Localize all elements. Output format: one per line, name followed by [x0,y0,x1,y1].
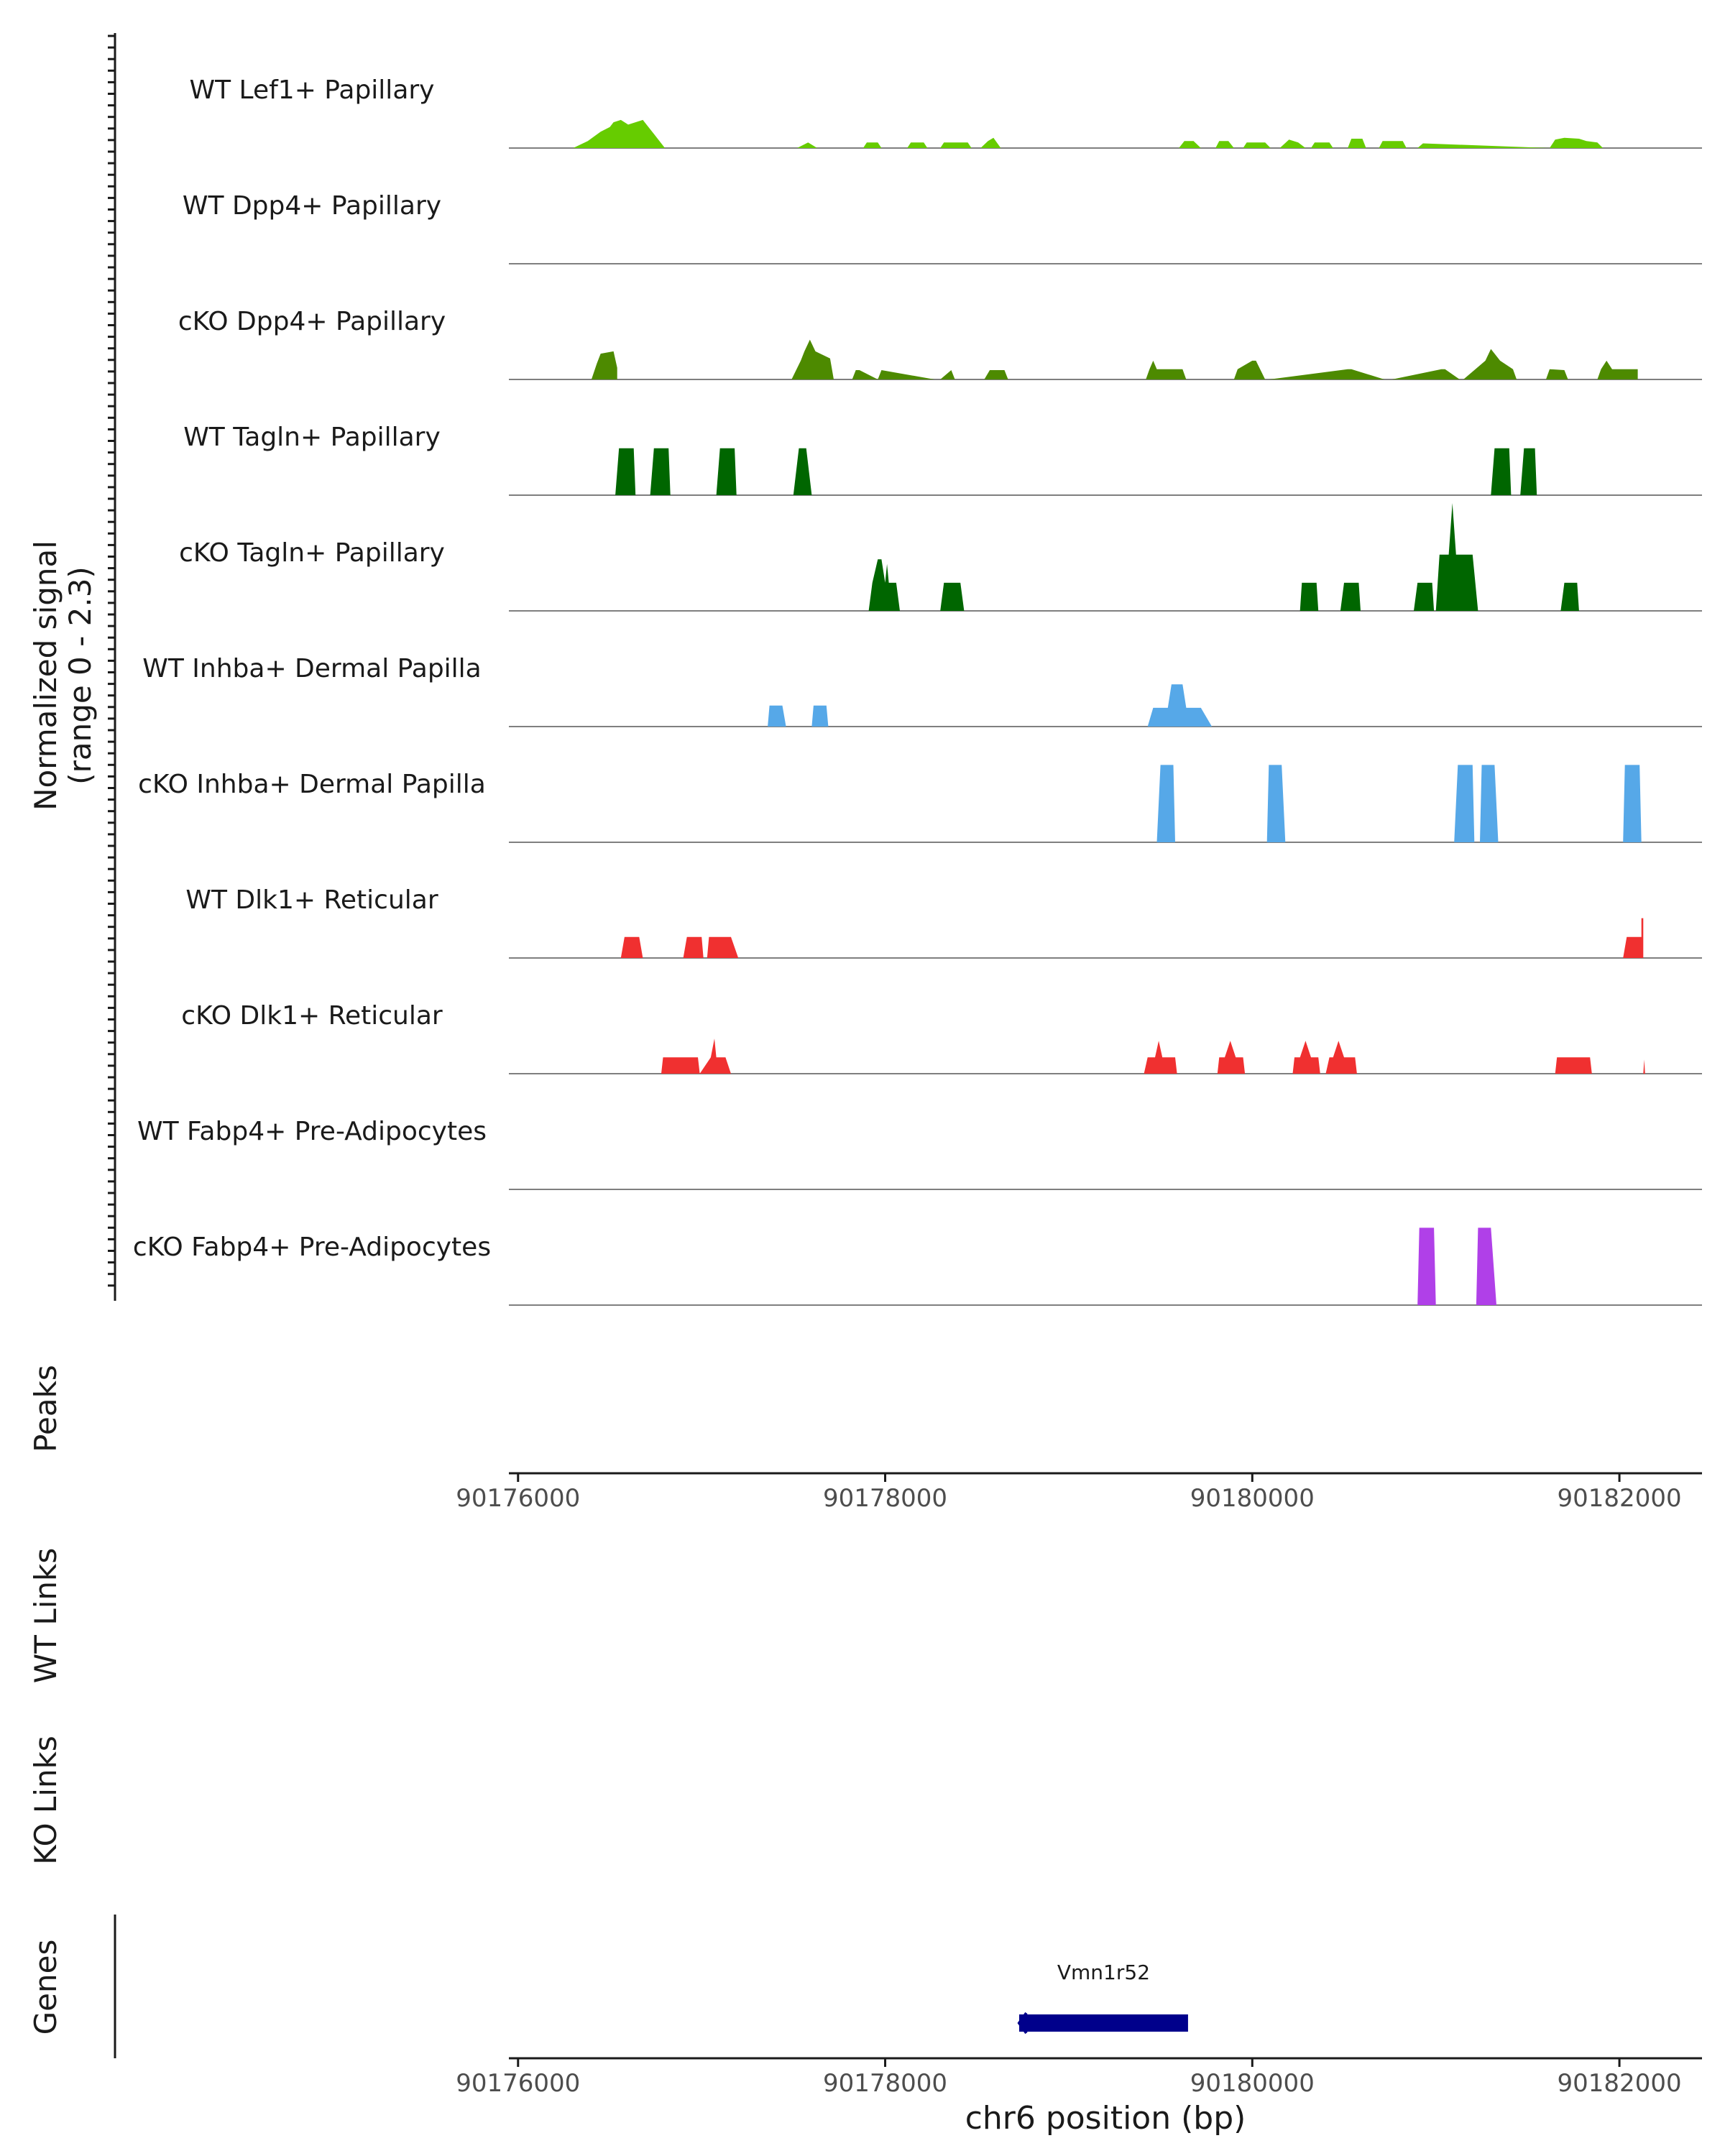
track-label: cKO Inhba+ Dermal Papilla [138,770,486,799]
x-axis-tick-label: 90180000 [1190,1484,1315,1513]
track-label: cKO Tagln+ Papillary [179,538,445,568]
track-cko-fabp4-pre-adipocytes: cKO Fabp4+ Pre-Adipocytes [133,1227,1702,1306]
peaks-panel-label: Peaks [28,1365,63,1452]
genes-x-axis-ticks: 90176000 90178000 90180000 90182000 [456,2058,1682,2098]
peaks-x-axis-ticks: 90176000 90178000 90180000 90182000 [456,1473,1682,1513]
coverage-area [768,684,1213,727]
track-cko-tagln-papillary: cKO Tagln+ Papillary [179,503,1702,612]
gene-body [1018,2014,1188,2032]
x-axis-tick-label: 90178000 [823,2069,947,2098]
track-label: WT Dpp4+ Papillary [183,191,441,221]
ko-links-panel-label: KO Links [28,1736,63,1865]
track-wt-tagln-papillary: WT Tagln+ Papillary [183,423,1702,496]
track-label: WT Tagln+ Papillary [183,423,441,452]
gene-label: Vmn1r52 [1057,1961,1150,1984]
track-wt-lef1-papillary: WT Lef1+ Papillary [190,75,1702,149]
track-label: WT Fabp4+ Pre-Adipocytes [137,1117,487,1146]
coverage-area [1417,1227,1496,1305]
x-axis-tick-label: 90176000 [456,1484,580,1513]
genes-panel-label: Genes [28,1940,63,2035]
coverage-area [661,1038,1645,1074]
track-cko-inhba-dermal-papilla: cKO Inhba+ Dermal Papilla [138,765,1702,843]
track-label: cKO Dlk1+ Reticular [181,1001,443,1031]
x-axis-tick-label: 90182000 [1558,1484,1682,1513]
track-wt-dlk1-reticular: WT Dlk1+ Reticular [185,885,1702,959]
track-wt-inhba-dermal-papilla: WT Inhba+ Dermal Papilla [142,654,1702,727]
x-axis-tick-label: 90180000 [1190,2069,1315,2098]
x-axis-tick-label: 90182000 [1558,2069,1682,2098]
coverage-y-axis-title: Normalized signal [28,540,63,811]
track-wt-dpp4-papillary: WT Dpp4+ Papillary [183,191,1702,264]
track-cko-dpp4-papillary: cKO Dpp4+ Papillary [178,307,1702,380]
track-label: WT Inhba+ Dermal Papilla [142,654,481,683]
x-axis-tick-label: 90178000 [823,1484,947,1513]
track-label: WT Dlk1+ Reticular [185,885,438,915]
x-axis-tick-label: 90176000 [456,2069,580,2098]
coverage-tracks: WT Lef1+ Papillary WT Dpp4+ Papillary cKO … [133,75,1702,1306]
coverage-area [1156,765,1642,842]
coverage-area [620,918,1644,958]
x-axis-title: chr6 position (bp) [965,2100,1246,2137]
track-wt-fabp4-pre-adipocytes: WT Fabp4+ Pre-Adipocytes [137,1117,1702,1190]
track-cko-dlk1-reticular: cKO Dlk1+ Reticular [181,1001,1702,1074]
wt-links-panel-label: WT Links [28,1548,63,1683]
coverage-y-axis-range: (range 0 - 2.3) [63,566,98,785]
track-label: WT Lef1+ Papillary [190,75,435,105]
coverage-area [615,448,1537,495]
track-label: cKO Fabp4+ Pre-Adipocytes [133,1233,491,1262]
track-label: cKO Dpp4+ Papillary [178,307,446,336]
gene-vmn1r52: Vmn1r52 [1017,1961,1188,2035]
coverage-y-axis-ticks [108,34,115,1287]
gene-strand-arrow [1017,2012,1028,2035]
gene-track: Vmn1r52 [1017,1961,1188,2035]
